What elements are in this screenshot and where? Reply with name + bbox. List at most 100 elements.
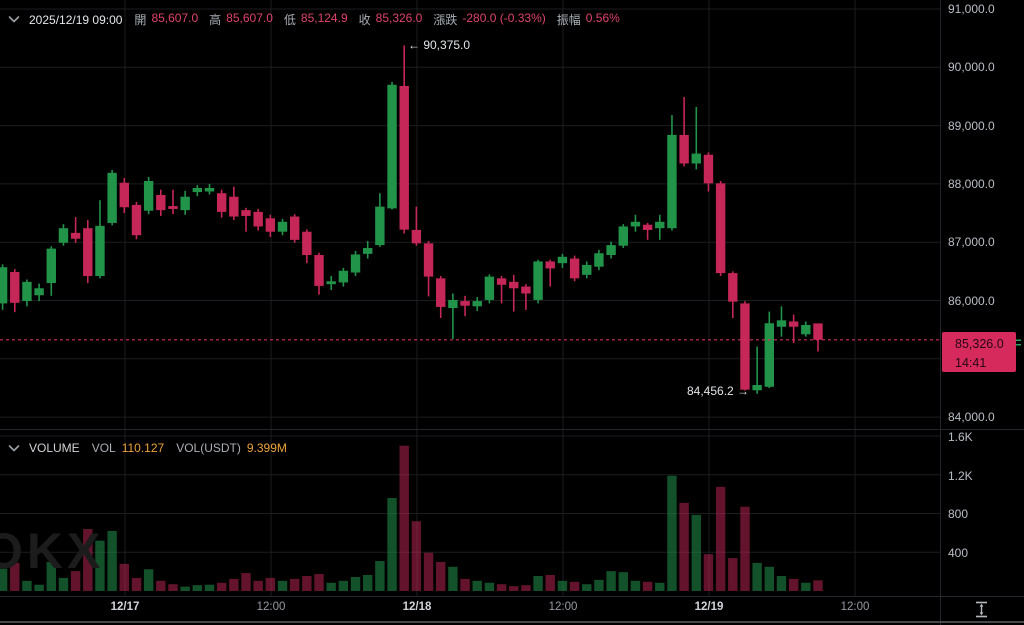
volume-bar bbox=[582, 584, 592, 591]
candle-body bbox=[10, 271, 20, 303]
candle-body bbox=[241, 210, 251, 216]
candle-body bbox=[436, 278, 446, 307]
candle-body bbox=[107, 172, 117, 223]
candle-body bbox=[496, 278, 507, 285]
volume-bar bbox=[460, 578, 470, 591]
ohlc-field: 高 85,607.0 bbox=[209, 11, 273, 28]
price-axis-label: 90,000.0 bbox=[948, 60, 995, 75]
chevron-down-icon[interactable] bbox=[8, 15, 20, 24]
volume-bar bbox=[448, 566, 458, 591]
price-axis-label: 88,000.0 bbox=[948, 176, 995, 191]
volume-bar bbox=[241, 573, 251, 591]
candle-body bbox=[813, 323, 823, 340]
axis-tick-green bbox=[1013, 344, 1021, 346]
volume-axis-label: 400 bbox=[948, 546, 969, 561]
ohlc-field-label: 漲跌 bbox=[433, 13, 458, 27]
candle-body bbox=[326, 281, 336, 285]
ohlc-field-value: 85,124.9 bbox=[300, 11, 348, 25]
chevron-down-icon[interactable] bbox=[8, 444, 20, 453]
candle-body bbox=[83, 228, 93, 277]
volume-bar bbox=[655, 582, 665, 591]
volume-bar bbox=[423, 552, 434, 591]
candle-body bbox=[131, 204, 142, 236]
current-price-time: 14:41 bbox=[955, 355, 987, 370]
volume-field-value: 9.399M bbox=[246, 441, 287, 455]
candle-body bbox=[411, 229, 422, 244]
candle-body bbox=[594, 253, 604, 267]
candle-body bbox=[253, 211, 263, 227]
volume-bar bbox=[156, 580, 166, 591]
volume-bar bbox=[813, 580, 823, 591]
price-axis-label: 87,000.0 bbox=[948, 235, 995, 250]
window-bottom-edge bbox=[0, 621, 1024, 623]
candle-body bbox=[728, 273, 738, 302]
candle-body bbox=[314, 255, 324, 286]
volume-bar bbox=[58, 577, 69, 591]
candle-body bbox=[788, 321, 799, 327]
volume-bar bbox=[691, 514, 701, 591]
pane-divider[interactable] bbox=[0, 429, 1024, 430]
candle-body bbox=[582, 264, 592, 275]
volume-bar bbox=[0, 568, 8, 591]
time-axis-label: 12:00 bbox=[256, 601, 286, 613]
volume-bar bbox=[338, 580, 349, 591]
candle-body bbox=[46, 248, 56, 284]
candle-body bbox=[229, 196, 239, 217]
volume-bar bbox=[253, 580, 263, 591]
volume-bar bbox=[119, 563, 129, 591]
candle-body bbox=[168, 206, 178, 209]
ohlc-field: 振幅 0.56% bbox=[557, 11, 620, 28]
candle-body bbox=[569, 258, 580, 279]
volume-bar bbox=[740, 506, 750, 591]
candle-body bbox=[95, 225, 105, 277]
price-axis-label: 91,000.0 bbox=[948, 2, 995, 16]
volume-bar bbox=[594, 579, 604, 591]
candle-body bbox=[302, 231, 312, 256]
high-price-annotation: ← 90,375.0 bbox=[408, 38, 471, 52]
volume-bar bbox=[411, 521, 422, 591]
candle-body bbox=[204, 187, 215, 192]
volume-field-value: 110.127 bbox=[121, 441, 165, 455]
volume-bar bbox=[168, 584, 178, 591]
volume-bar bbox=[314, 574, 324, 591]
volume-bar bbox=[472, 580, 482, 591]
volume-bar bbox=[801, 582, 811, 591]
candle-body bbox=[472, 301, 482, 307]
candle-body bbox=[363, 248, 373, 254]
candle-body bbox=[776, 320, 787, 327]
candle-body bbox=[277, 221, 288, 232]
candle-body bbox=[509, 281, 519, 289]
volume-bar bbox=[496, 584, 507, 591]
volume-bar bbox=[557, 580, 568, 591]
candle-body bbox=[22, 281, 32, 302]
volume-bar bbox=[375, 560, 385, 591]
volume-bar bbox=[728, 558, 738, 591]
volume-bar bbox=[715, 486, 726, 591]
candle-body bbox=[667, 134, 677, 229]
volume-bar bbox=[326, 582, 336, 591]
volume-bar bbox=[204, 584, 215, 591]
volume-bar bbox=[46, 561, 56, 591]
candle-body bbox=[216, 193, 227, 212]
candle-body bbox=[557, 256, 568, 264]
time-axis-label: 12/17 bbox=[110, 601, 140, 613]
auto-scale-icon[interactable] bbox=[973, 600, 990, 624]
volume-bar bbox=[363, 575, 373, 591]
candle-body bbox=[521, 286, 531, 294]
volume-bar bbox=[350, 576, 361, 591]
candle-body bbox=[289, 216, 300, 240]
volume-field-label: VOL bbox=[91, 441, 116, 455]
candle-body bbox=[180, 196, 190, 211]
candle-body bbox=[70, 232, 81, 239]
price-axis-label: 89,000.0 bbox=[948, 118, 995, 133]
candle-body bbox=[642, 224, 653, 230]
volume-bar bbox=[788, 578, 799, 591]
candle-body bbox=[58, 228, 69, 243]
volume-bar bbox=[143, 569, 154, 591]
volume-bar bbox=[302, 575, 312, 591]
volume-bar bbox=[703, 554, 714, 591]
candle-body bbox=[740, 303, 750, 390]
candle-body bbox=[350, 254, 361, 273]
volume-bar bbox=[192, 585, 203, 591]
